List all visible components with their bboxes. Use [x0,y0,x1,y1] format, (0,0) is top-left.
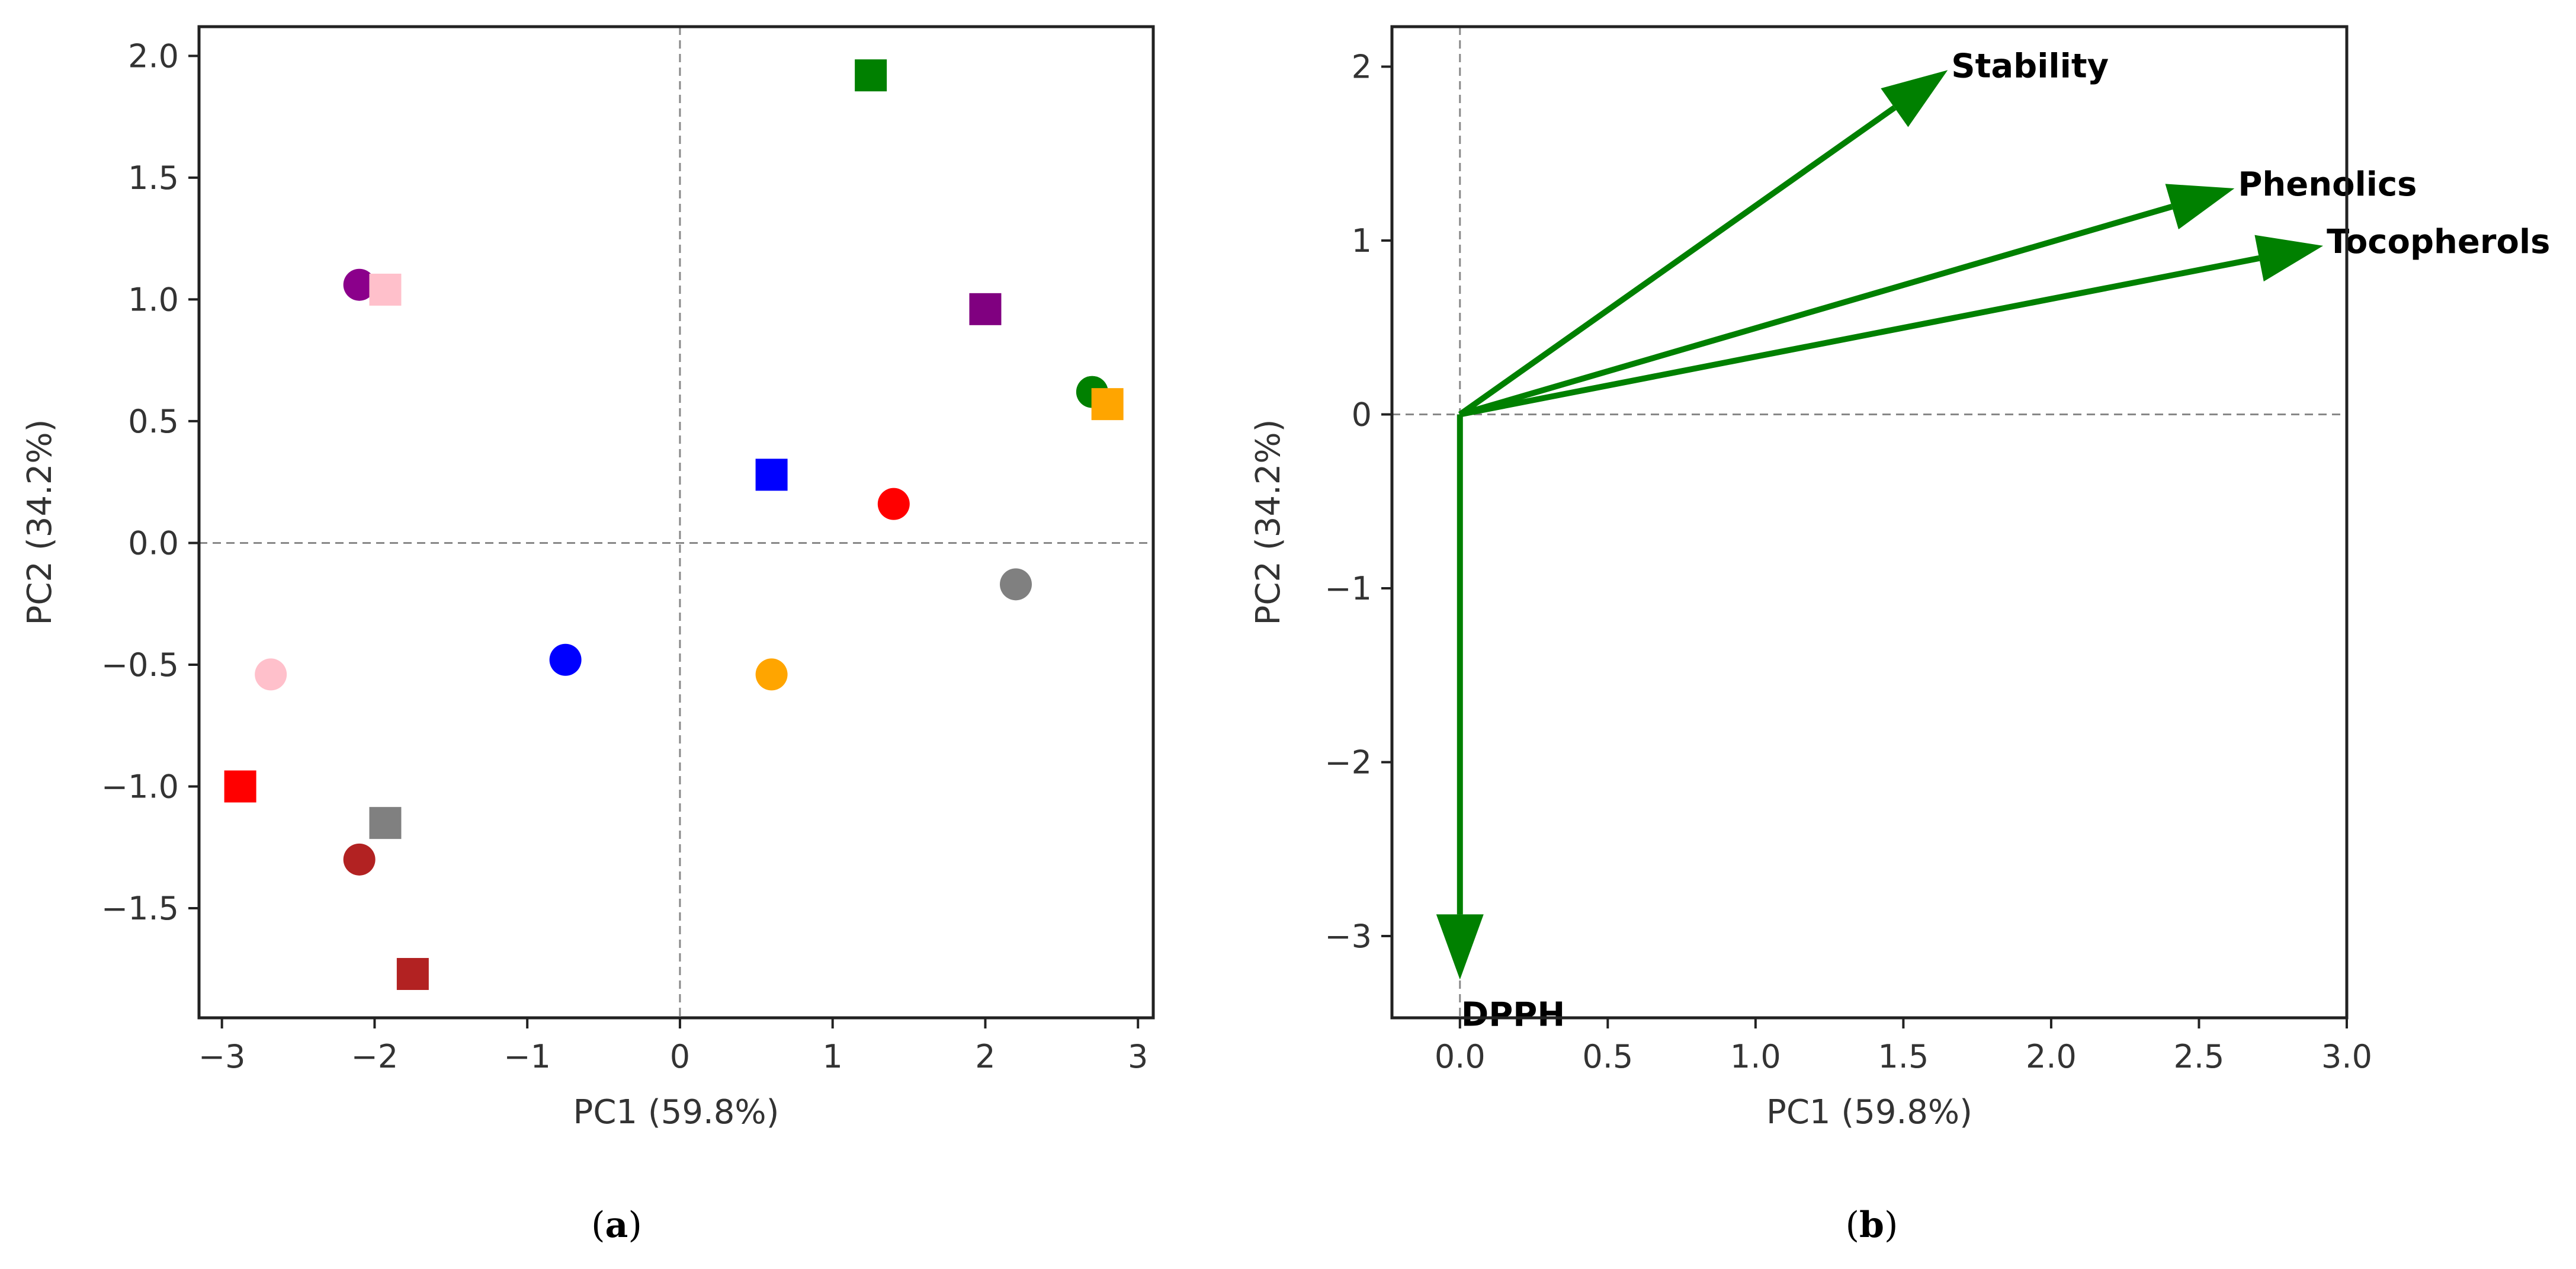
x-tick-label: −2 [351,1038,399,1075]
pca-loadings-panel: Stability Phenolics Tocopherols DPPH 0.0 0.5… [1249,25,2551,1246]
y-tick-label: 2 [1352,49,1372,86]
reference-lines [199,27,1153,1018]
x-tick-label: 2 [975,1038,995,1075]
score-point-circle [343,268,376,301]
y-tick-label: 2.0 [128,37,179,75]
loading-vector-shaft [1459,203,2173,418]
x-tick-label: 0.0 [1435,1038,1486,1075]
y-axis-label: PC2 (34.2%) [1249,419,1288,626]
loading-vectors: Stability Phenolics Tocopherols DPPH [1436,47,2551,1034]
y-tick-label: 0 [1352,396,1372,434]
y-ticks: −1.5 −1.0 −0.5 0.0 0.5 1.0 1.5 2.0 [101,37,199,927]
score-point-square [755,459,788,491]
y-tick-label: −1.0 [101,768,179,805]
score-point-square [969,293,1002,325]
score-point-square [369,273,402,306]
y-tick-label: 0.5 [128,403,179,440]
x-tick-label: 2.0 [2026,1038,2077,1075]
plot-frame [197,25,1155,1020]
x-tick-label: 3 [1128,1038,1148,1075]
y-tick-label: 1 [1352,222,1372,259]
panel-caption-letter: b [1859,1204,1884,1246]
loading-vector-label: Stability [1951,47,2109,85]
panel-caption-a: (a) [591,1204,642,1246]
x-axis-label: PC1 (59.8%) [1766,1093,1972,1132]
x-tick-label: −1 [503,1038,551,1075]
panel-caption-letter: a [605,1204,628,1246]
y-tick-label: 1.5 [128,159,179,197]
y-tick-label: −3 [1324,918,1372,955]
plot-frame [1390,25,2349,1020]
y-ticks: −3 −2 −1 0 1 2 [1324,49,1392,955]
x-tick-label: 1.5 [1878,1038,1929,1075]
score-point-circle [343,843,376,876]
loading-vector-arrowhead [1436,914,1484,980]
x-tick-label: 1 [823,1038,843,1075]
y-tick-label: −1.5 [101,890,179,927]
x-tick-label: 2.5 [2174,1038,2225,1075]
pca-scores-panel: −3 −2 −1 0 1 2 3 −1.5 −1.0 −0.5 0.0 0.5 1.0 1.5 2.0 P… [21,25,1155,1246]
score-point-circle [877,488,910,520]
score-point-square [224,770,256,803]
y-tick-label: −0.5 [101,646,179,684]
score-point-square [855,59,887,92]
score-point-circle [1000,568,1032,601]
loading-vector-arrowhead [2254,235,2324,282]
loading-vector-arrowhead [1881,70,1948,127]
score-point-circle [255,658,287,691]
panel-caption-b: (b) [1846,1204,1898,1246]
x-tick-label: 3.0 [2321,1038,2372,1075]
score-point-square [1091,388,1124,421]
loading-vector-shaft [1458,105,1897,417]
x-tick-label: 0.5 [1582,1038,1633,1075]
y-tick-label: −1 [1324,570,1372,607]
reference-lines [1392,27,2347,1018]
y-axis-label: PC2 (34.2%) [21,419,59,626]
x-axis-label: PC1 (59.8%) [573,1093,779,1132]
x-ticks: −3 −2 −1 0 1 2 3 [198,1018,1148,1075]
score-point-square [396,958,429,991]
x-ticks: 0.0 0.5 1.0 1.5 2.0 2.5 3.0 [1435,1018,2372,1075]
y-tick-label: 1.0 [128,281,179,318]
y-tick-label: 0.0 [128,524,179,562]
score-point-square [369,807,402,839]
y-tick-label: −2 [1324,744,1372,781]
score-point-circle [755,658,788,691]
x-tick-label: 0 [670,1038,690,1075]
loading-vector-shaft [1459,255,2260,418]
x-tick-label: −3 [198,1038,246,1075]
score-points [224,59,1124,991]
loading-vector-label: Phenolics [2238,165,2417,204]
loading-vector-label: DPPH [1461,995,1565,1034]
score-point-circle [549,643,582,676]
x-tick-label: 1.0 [1730,1038,1781,1075]
loading-vector-label: Tocopherols [2327,223,2550,261]
loading-vector-arrowhead [2165,184,2235,230]
